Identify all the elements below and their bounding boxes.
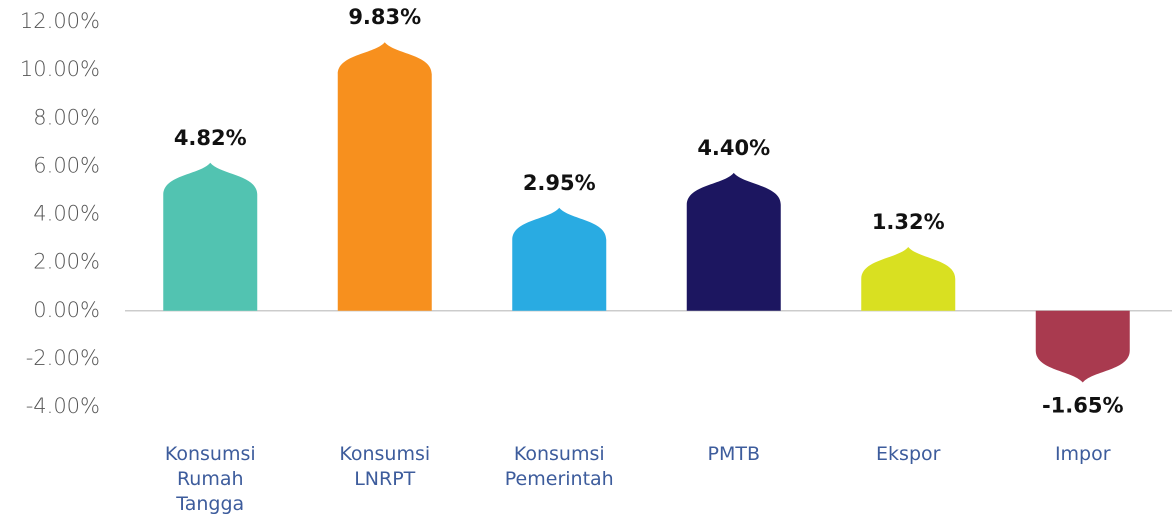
value-label: 4.40% — [697, 136, 770, 160]
x-tick-label: PMTB — [707, 443, 761, 465]
y-tick-label: 4.00% — [33, 202, 100, 226]
y-tick-label: 2.00% — [33, 250, 100, 274]
value-label: 9.83% — [348, 5, 421, 29]
x-tick-label: Konsumsi Pemerintah — [504, 443, 614, 490]
value-label: -1.65% — [1042, 393, 1124, 417]
bar — [512, 207, 607, 311]
value-label: 2.95% — [523, 171, 596, 195]
y-tick-label: -2.00% — [26, 346, 100, 370]
value-label: 4.82% — [174, 126, 247, 150]
value-label: 1.32% — [872, 210, 945, 234]
x-tick-label: Konsumsi Rumah Tangga — [164, 443, 256, 515]
bar — [861, 246, 956, 311]
x-tick-label: Ekspor — [876, 443, 941, 465]
x-tick-label: Impor — [1054, 443, 1111, 465]
bar — [686, 172, 781, 311]
y-tick-label: 12.00% — [20, 9, 100, 33]
y-tick-label: 8.00% — [33, 105, 100, 129]
x-tick-label: Konsumsi LNRPT — [339, 443, 431, 490]
bar — [163, 162, 258, 311]
bar — [337, 42, 432, 311]
y-tick-label: 10.00% — [20, 57, 100, 81]
y-tick-label: -4.00% — [26, 394, 100, 418]
y-tick-label: 6.00% — [33, 153, 100, 177]
y-tick-label: 0.00% — [33, 298, 100, 322]
bar — [1035, 310, 1130, 383]
